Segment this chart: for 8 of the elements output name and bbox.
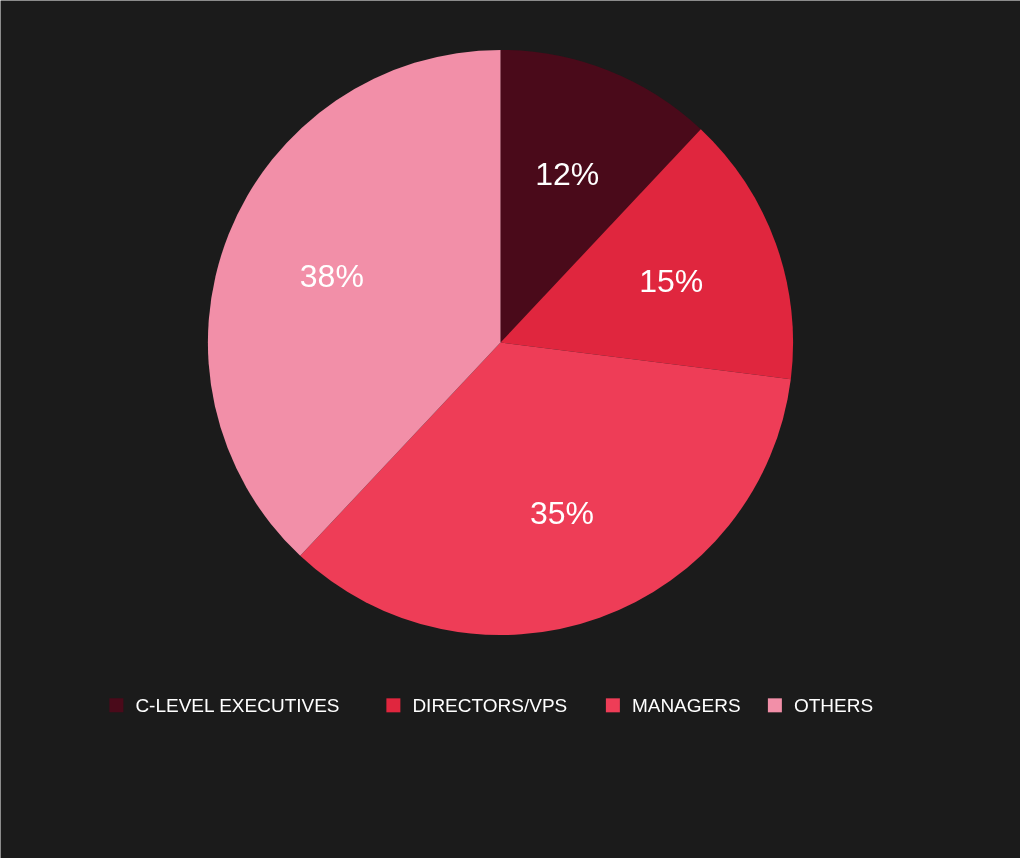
data-label: 12% bbox=[535, 155, 600, 192]
data-label: 15% bbox=[639, 263, 704, 300]
data-label: 35% bbox=[529, 495, 594, 532]
legend-label: C-LEVEL EXECUTIVES bbox=[135, 694, 340, 716]
data-label: 38% bbox=[299, 257, 364, 294]
legend-label: DIRECTORS/VPS bbox=[412, 694, 568, 716]
legend-label: MANAGERS bbox=[631, 694, 741, 716]
legend-label: OTHERS bbox=[793, 694, 874, 716]
